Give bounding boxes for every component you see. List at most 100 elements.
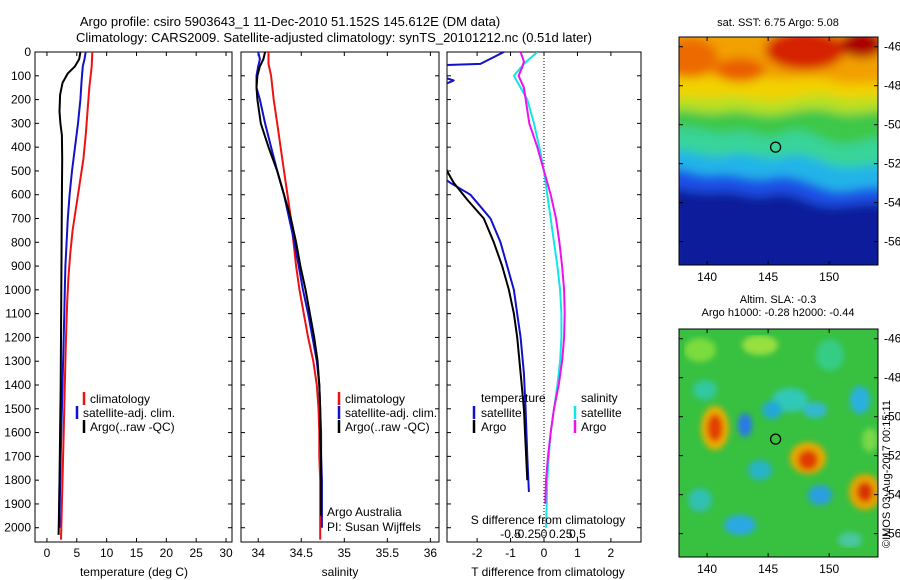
legend-label-sal-argo: Argo	[581, 420, 607, 434]
sla-anomaly	[857, 482, 873, 502]
sst-map: sat. SST: 6.75 Argo: 5.08 -46 -48 -50 -52 -5…	[678, 17, 900, 284]
sla-anomaly	[748, 460, 772, 480]
y-tick-label: 300	[11, 116, 31, 130]
y-tick-label: 1300	[4, 354, 31, 368]
lat-tick-label: -56	[884, 527, 900, 541]
lat-tick-label: -48	[884, 79, 900, 93]
t-difference-x-axis: -2 -1 0 1 2	[472, 52, 615, 560]
legend-label-climatology: climatology	[90, 392, 150, 406]
x-tick-label: 36	[424, 546, 438, 560]
y-tick-label: 1900	[4, 497, 31, 511]
x-tick-label: 0	[541, 546, 548, 560]
lat-tick-label: -50	[884, 410, 900, 424]
y-tick-label: 1500	[4, 402, 31, 416]
lat-tick-label: -46	[884, 40, 900, 54]
legend-label-temp-argo: Argo	[481, 420, 507, 434]
sla-map: Altim. SLA: -0.3 Argo h1000: -0.28 h2000…	[678, 294, 900, 576]
x-tick-label: 20	[160, 546, 174, 560]
lon-tick-label: 140	[697, 270, 717, 284]
y-tick-label: 1400	[4, 378, 31, 392]
sla-anomaly	[808, 485, 832, 505]
legend-label-climatology: climatology	[345, 392, 405, 406]
lon-tick-label: 150	[819, 562, 839, 576]
pi-annotation: PI: Susan Wijffels	[327, 520, 421, 534]
sla-anomaly	[688, 488, 712, 512]
x-tick-label: 1	[574, 546, 581, 560]
y-tick-label: 1200	[4, 330, 31, 344]
temperature-series	[57, 51, 94, 540]
sst-warm-patch	[715, 58, 765, 82]
x-tick-label: 5	[73, 546, 80, 560]
lat-tick-label: -56	[884, 235, 900, 249]
sla-anomaly	[684, 338, 716, 362]
legend-label-argo: Argo(..raw -QC)	[345, 420, 430, 434]
s-tick-label: 0.25	[549, 527, 573, 541]
s-difference-xlabel: S difference from climatology	[471, 513, 626, 527]
sst-field	[679, 37, 878, 265]
legend-label-satellite: satellite-adj. clim.	[83, 406, 175, 420]
sla-anomaly	[742, 335, 778, 355]
sla-anomaly	[850, 386, 870, 414]
line-argo-raw-qc-	[57, 51, 82, 535]
sla-anomaly	[803, 402, 827, 418]
lon-tick-label: 145	[758, 562, 778, 576]
lat-tick-label: -52	[884, 157, 900, 171]
y-tick-label: 800	[11, 235, 31, 249]
sla-anomaly	[838, 532, 862, 548]
temperature-axes-box	[34, 51, 233, 543]
lon-tick-label: 150	[819, 270, 839, 284]
salinity-series	[255, 51, 323, 540]
sla-map-frame	[678, 328, 879, 558]
temperature-legend: climatology satellite-adj. clim. Argo(..…	[75, 392, 175, 434]
y-tick-label: 1100	[5, 307, 31, 321]
sla-anomaly	[724, 515, 756, 535]
y-tick-label: 700	[11, 212, 31, 226]
sst-map-frame	[678, 36, 879, 266]
lat-tick-label: -54	[884, 196, 900, 210]
sla-lon-axis: 140 145 150	[697, 329, 839, 576]
argo-australia-annotation: Argo Australia	[327, 505, 402, 519]
sla-lat-axis: -46 -48 -50 -52 -54 -56	[679, 332, 900, 541]
sla-anomaly	[772, 388, 808, 412]
legend-label-satellite: satellite-adj. clim.	[345, 406, 437, 420]
s-difference-x-axis: -0.5-0.25 0 0.250.5	[500, 527, 586, 541]
y-tick-label: 0	[24, 45, 31, 59]
sla-anomaly	[693, 380, 717, 400]
difference-legend: temperature salinity satellite Argo sate…	[472, 391, 622, 434]
line-satellite-adj-clim-	[255, 51, 323, 528]
salinity-panel: 34 34.5 35 35.5 36 climatology satellite-adj…	[240, 51, 440, 579]
argo-location-marker	[769, 433, 782, 445]
x-tick-label: -1	[505, 546, 516, 560]
x-tick-label: 30	[219, 546, 233, 560]
legend-label-sal-satellite: satellite	[581, 406, 622, 420]
x-tick-label: 35	[338, 546, 352, 560]
line-salinity-argo	[517, 52, 566, 504]
sla-field	[679, 329, 878, 557]
lat-tick-label: -46	[884, 332, 900, 346]
sst-warm-patch	[765, 37, 845, 70]
salinity-x-axis: 34 34.5 35 35.5 36	[252, 52, 438, 560]
difference-panel: -2 -1 0 1 2 -0.5-0.25 0 0.250.5 temperature sa…	[446, 51, 642, 579]
figure-title-line2: Climatology: CARS2009. Satellite-adjuste…	[76, 30, 592, 45]
salinity-y-ticks	[241, 51, 439, 529]
sst-warm-patch	[679, 38, 718, 78]
sst-map-title: sat. SST: 6.75 Argo: 5.08	[717, 17, 839, 29]
temperature-xlabel: temperature (deg C)	[80, 565, 188, 579]
legend-label-temp-satellite: satellite	[481, 406, 522, 420]
lat-tick-label: -50	[884, 118, 900, 132]
salinity-xlabel: salinity	[322, 565, 359, 579]
line-argo-raw-qc-	[255, 51, 323, 516]
line-climatology	[60, 51, 94, 540]
s-tick-label: 0	[541, 527, 548, 541]
argo-location-marker	[769, 141, 782, 153]
line-temperature-satellite	[447, 52, 530, 493]
line-salinity-satellite	[512, 52, 563, 528]
s-tick-label: 0.5	[569, 527, 586, 541]
sla-anomaly	[798, 450, 818, 470]
y-tick-label: 1800	[4, 473, 31, 487]
line-temperature-argo	[447, 167, 529, 481]
x-tick-label: 2	[608, 546, 615, 560]
salinity-axes-box	[240, 51, 440, 543]
x-tick-label: 10	[100, 546, 114, 560]
